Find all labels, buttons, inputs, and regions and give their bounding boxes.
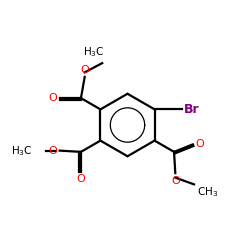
Text: O: O [76, 174, 85, 184]
Text: O: O [195, 140, 204, 149]
Text: Br: Br [184, 103, 200, 116]
Text: O: O [80, 65, 89, 75]
Text: O: O [171, 176, 180, 186]
Text: O: O [48, 146, 57, 156]
Text: H$_3$C: H$_3$C [10, 144, 32, 158]
Text: O: O [48, 93, 57, 103]
Text: CH$_3$: CH$_3$ [196, 186, 218, 200]
Text: H$_3$C: H$_3$C [83, 45, 104, 59]
